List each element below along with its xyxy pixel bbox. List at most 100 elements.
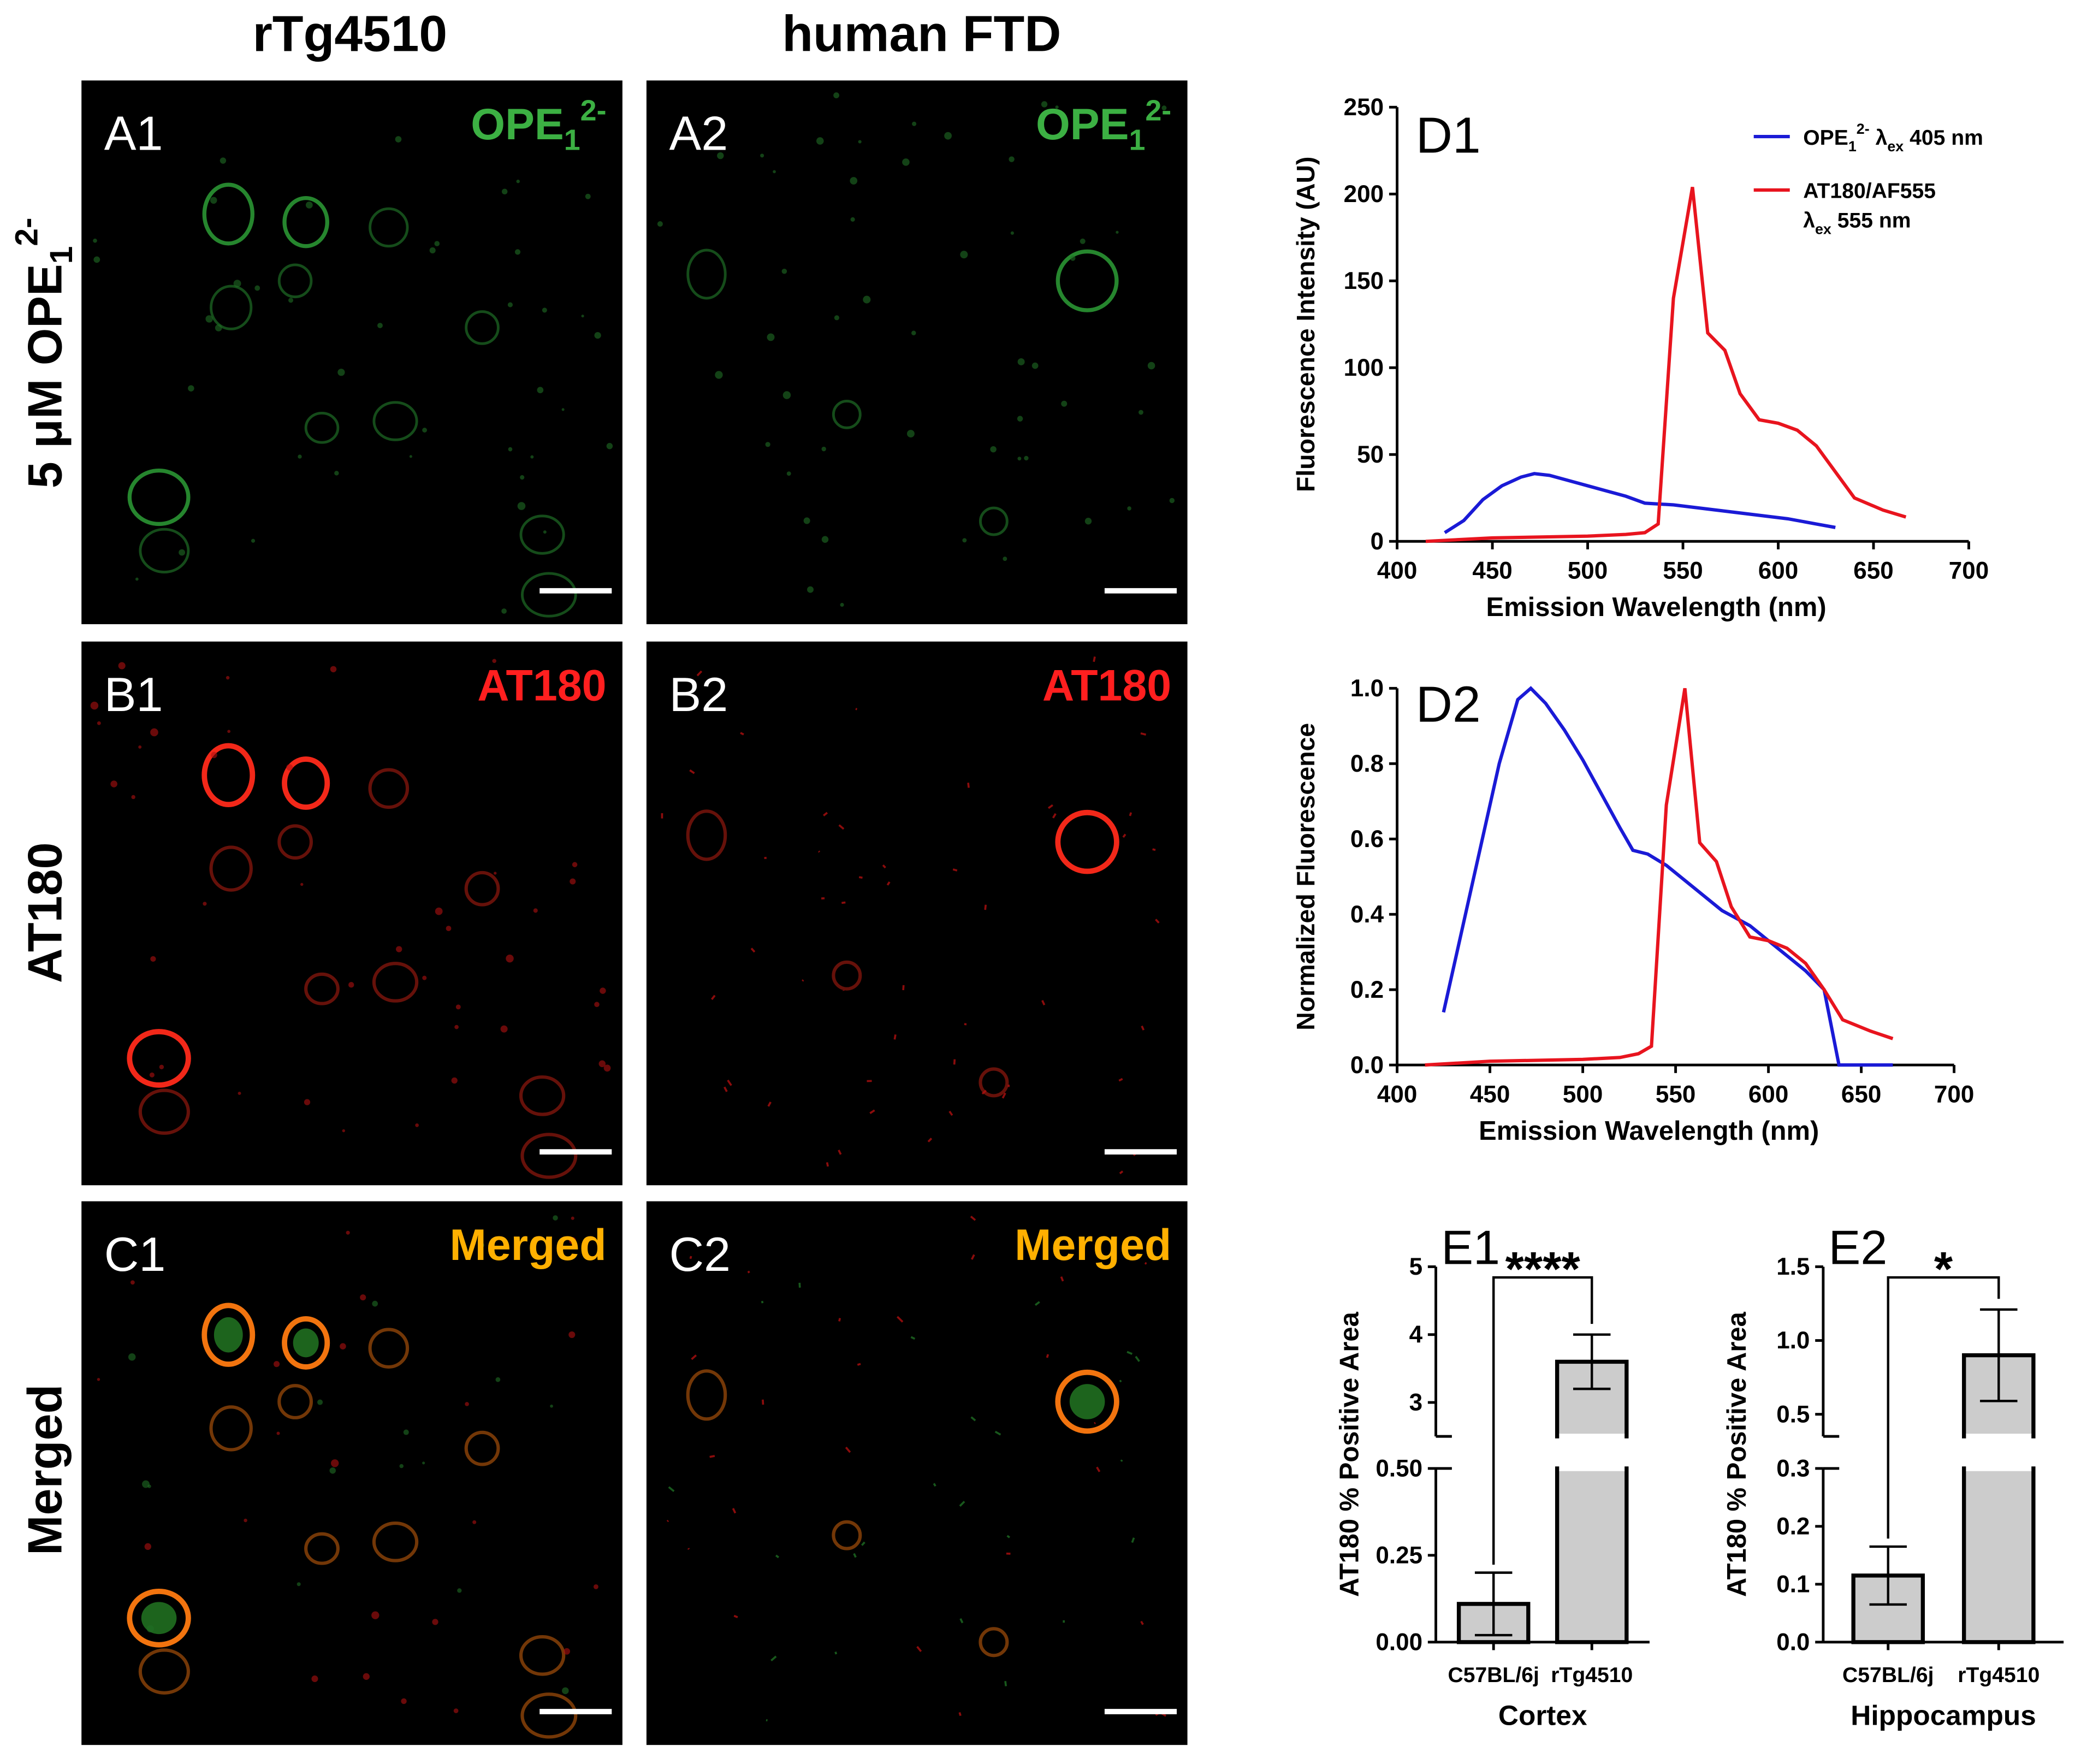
scale-bar (539, 1149, 612, 1155)
scale-bar (1104, 1149, 1177, 1155)
speckle (330, 666, 337, 673)
speckle (457, 1588, 462, 1593)
fiber (750, 948, 756, 953)
speckle (530, 455, 534, 459)
legend-ope-sup: 2- (1857, 121, 1870, 137)
fiber (1060, 1276, 1064, 1282)
speckle (501, 188, 508, 195)
speckle (834, 315, 839, 321)
row-header-ope: 5 μM OPE12- (9, 217, 79, 488)
speckle (238, 1091, 241, 1095)
speckle (821, 446, 826, 452)
speckle (821, 536, 829, 543)
bar-break-gap (1559, 1434, 1625, 1471)
speckle (1017, 416, 1023, 422)
speckle (215, 324, 222, 332)
cell (519, 1635, 566, 1676)
fiber (886, 881, 891, 886)
speckle (434, 241, 440, 246)
stain-label: OPE12- (1036, 94, 1171, 157)
fiber (1096, 1466, 1101, 1472)
cell-core (293, 1328, 319, 1358)
speckle (581, 315, 584, 318)
stain-label: AT180 (477, 661, 606, 710)
speckle (1080, 238, 1086, 244)
fiber (710, 995, 716, 1001)
fiber (696, 670, 703, 677)
cell (465, 310, 500, 345)
speckle (150, 956, 156, 962)
cell (368, 768, 410, 809)
speckle (179, 549, 186, 556)
cell-core (1069, 1384, 1105, 1419)
speckle (1061, 400, 1068, 407)
chart-id: D2 (1416, 676, 1481, 732)
speckle (435, 907, 443, 915)
speckle (446, 926, 452, 931)
speckle (337, 369, 345, 376)
cell (282, 196, 329, 248)
speckle (220, 157, 227, 164)
speckle (304, 1099, 311, 1105)
y-tick-label: 1.5 (1776, 1253, 1810, 1280)
speckle (317, 1399, 323, 1405)
fiber (838, 1150, 842, 1155)
fiber (767, 1101, 772, 1107)
fiber (724, 1086, 728, 1092)
micrograph-background (81, 1201, 622, 1745)
significance-bracket (1492, 1276, 1593, 1565)
cell (979, 506, 1009, 536)
panel-b2: B2 AT180 (646, 641, 1188, 1186)
speckle (465, 1402, 469, 1406)
speckle (110, 780, 117, 788)
speckle (571, 1216, 574, 1220)
fiber (1047, 804, 1053, 809)
speckle (816, 137, 824, 145)
x-tick-label: C57BL/6j (1842, 1664, 1934, 1687)
speckle (415, 1123, 419, 1127)
speckle (360, 1294, 366, 1301)
speckle (395, 136, 402, 143)
speckle (118, 662, 126, 670)
speckle (363, 1673, 370, 1680)
speckle (807, 586, 814, 593)
speckle (911, 330, 916, 336)
stain-label: Merged (1015, 1221, 1171, 1270)
y-tick-label: 250 (1344, 94, 1384, 121)
y-axis-label: AT180 % Positive Area (1722, 1311, 1752, 1597)
fiber (1122, 833, 1126, 838)
speckle (657, 221, 663, 227)
speckle (130, 1280, 135, 1285)
cell (282, 756, 330, 810)
cell (464, 1430, 500, 1466)
speckle (131, 795, 135, 800)
speckle (598, 1060, 606, 1068)
speckle (786, 471, 791, 476)
speckle (211, 751, 217, 759)
y-tick-label: 1.0 (1350, 675, 1384, 702)
speckle (472, 1520, 477, 1524)
fiber (970, 1416, 976, 1422)
scale-bar (1104, 1709, 1177, 1714)
speckle (396, 946, 402, 952)
speckle (1147, 362, 1155, 370)
cell (369, 207, 409, 248)
cell (832, 960, 862, 991)
speckle (429, 247, 436, 253)
row-header-at180: AT180 (18, 842, 72, 983)
cell (138, 1648, 190, 1695)
cell (304, 411, 340, 444)
speckle (773, 170, 776, 174)
stain-label-main: AT180 (1042, 661, 1171, 710)
speckle (568, 1331, 576, 1338)
speckle (606, 443, 613, 449)
fiber (691, 1354, 697, 1360)
speckle (422, 428, 427, 433)
stain-label-sup: 2- (580, 94, 607, 127)
cell (519, 1075, 566, 1116)
fiber (853, 1553, 857, 1558)
fiber (981, 1090, 987, 1095)
fiber (959, 1501, 965, 1507)
speckle (564, 1648, 571, 1655)
chart-e1: 0.00 0.25 0.50 3 4 5 C57BL/6j rTg4510 ****E1 Cort… (1335, 1221, 1650, 1731)
